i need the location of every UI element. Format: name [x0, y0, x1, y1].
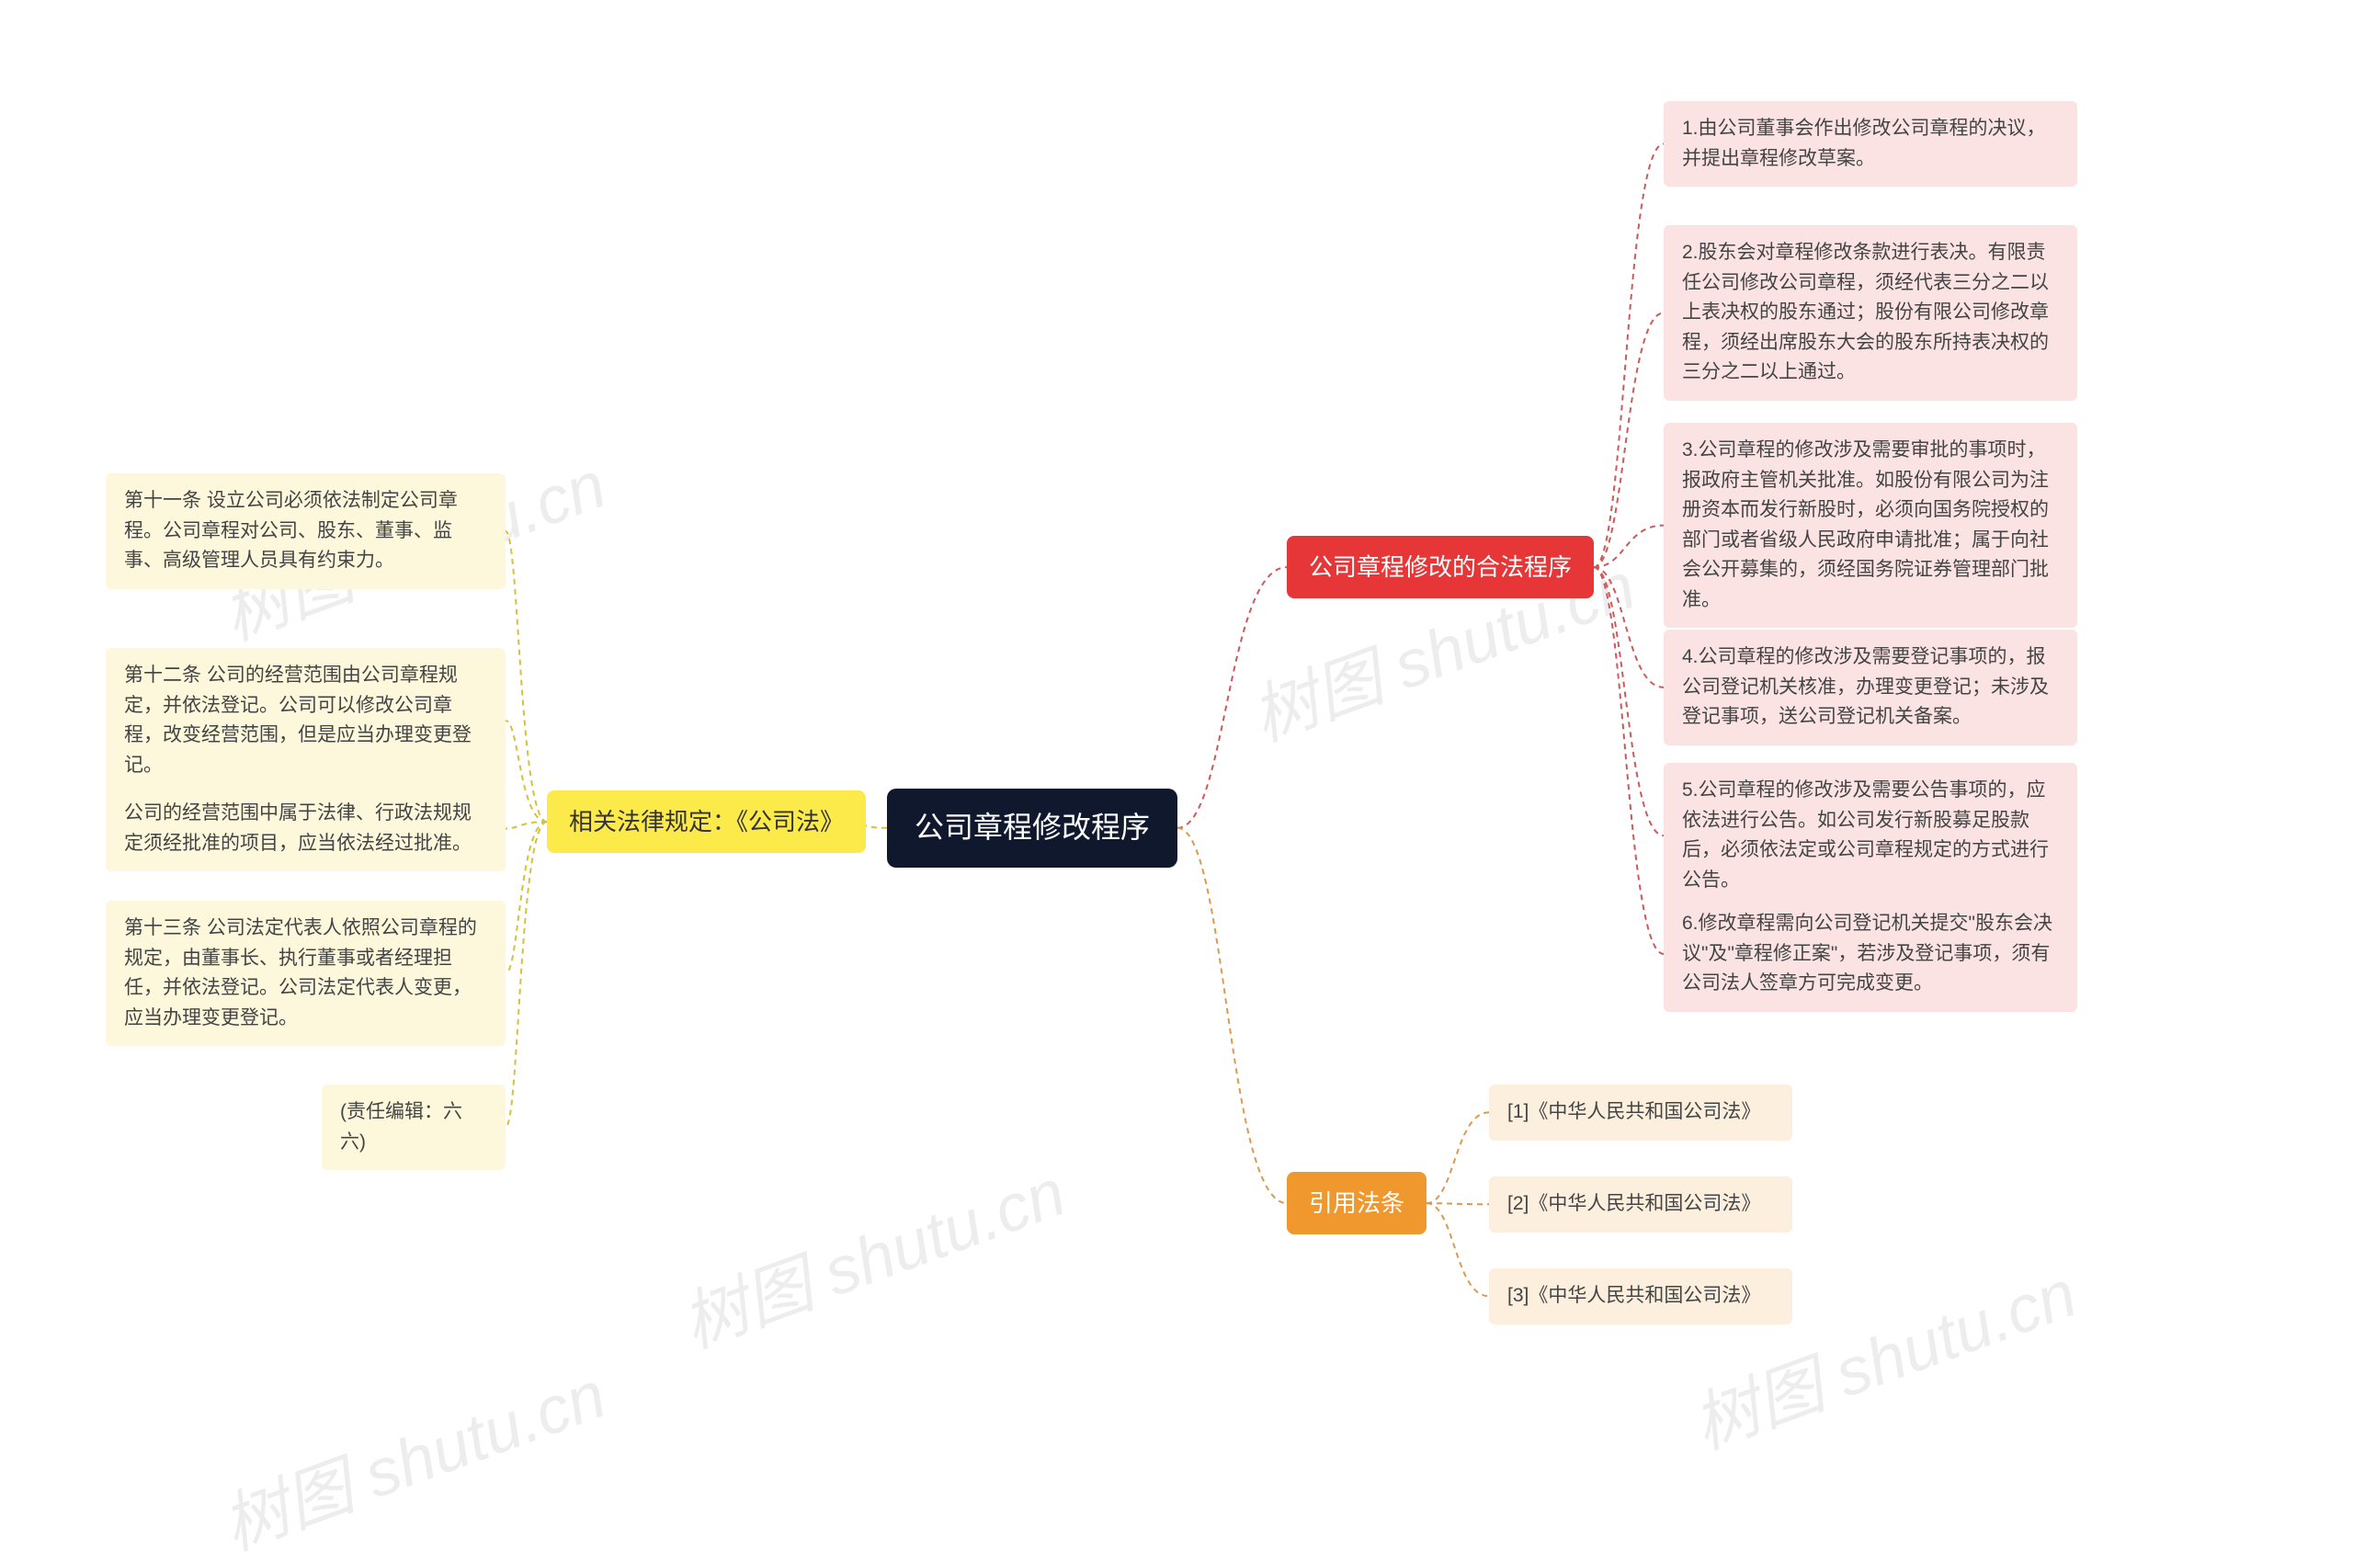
branch-legal-provisions: 相关法律规定：《公司法》 [547, 790, 866, 853]
leaf-procedure-1: 1.由公司董事会作出修改公司章程的决议，并提出章程修改草案。 [1664, 101, 2077, 187]
leaf-procedure-2: 2.股东会对章程修改条款进行表决。有限责任公司修改公司章程，须经代表三分之二以上… [1664, 225, 2077, 401]
leaf-legal-article13: 第十三条 公司法定代表人依照公司章程的规定，由董事长、执行董事或者经理担任，并依… [106, 901, 506, 1046]
watermark: 树图 shutu.cn [666, 1139, 1076, 1367]
leaf-legal-article11: 第十一条 设立公司必须依法制定公司章程。公司章程对公司、股东、董事、监事、高级管… [106, 473, 506, 589]
leaf-cited-1: [1]《中华人民共和国公司法》 [1489, 1085, 1792, 1141]
branch-cited-laws: 引用法条 [1287, 1172, 1427, 1234]
branch-legal-procedure: 公司章程修改的合法程序 [1287, 536, 1594, 598]
leaf-procedure-4: 4.公司章程的修改涉及需要登记事项的，报公司登记机关核准，办理变更登记；未涉及登… [1664, 630, 2077, 745]
leaf-legal-scope: 公司的经营范围中属于法律、行政法规规定须经批准的项目，应当依法经过批准。 [106, 786, 506, 871]
leaf-procedure-6: 6.修改章程需向公司登记机关提交"股东会决议"及"章程修正案"，若涉及登记事项，… [1664, 896, 2077, 1012]
leaf-cited-3: [3]《中华人民共和国公司法》 [1489, 1268, 1792, 1324]
leaf-legal-article12: 第十二条 公司的经营范围由公司章程规定，并依法登记。公司可以修改公司章程，改变经… [106, 648, 506, 793]
watermark: 树图 shutu.cn [207, 1341, 617, 1568]
leaf-procedure-3: 3.公司章程的修改涉及需要审批的事项时，报政府主管机关批准。如股份有限公司为注册… [1664, 423, 2077, 628]
leaf-procedure-5: 5.公司章程的修改涉及需要公告事项的，应依法进行公告。如公司发行新股募足股款后，… [1664, 763, 2077, 908]
leaf-legal-editor: (责任编辑：六六) [322, 1085, 506, 1170]
leaf-cited-2: [2]《中华人民共和国公司法》 [1489, 1176, 1792, 1233]
mindmap-center: 公司章程修改程序 [887, 789, 1177, 868]
